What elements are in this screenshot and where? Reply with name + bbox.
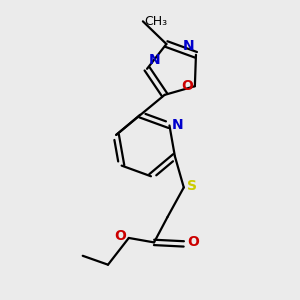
Text: S: S	[188, 179, 197, 193]
Text: O: O	[182, 79, 194, 93]
Text: N: N	[183, 39, 194, 53]
Text: O: O	[114, 230, 126, 244]
Text: N: N	[172, 118, 184, 133]
Text: CH₃: CH₃	[144, 15, 167, 28]
Text: O: O	[188, 236, 199, 249]
Text: N: N	[148, 53, 160, 67]
